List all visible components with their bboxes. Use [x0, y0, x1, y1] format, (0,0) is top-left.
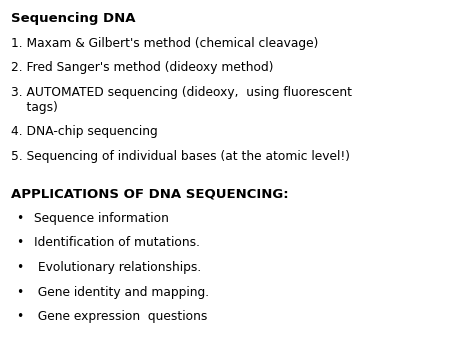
Text: 3. AUTOMATED sequencing (dideoxy,  using fluorescent
    tags): 3. AUTOMATED sequencing (dideoxy, using …: [11, 86, 352, 114]
Text: •: •: [16, 310, 23, 323]
Text: Sequencing DNA: Sequencing DNA: [11, 12, 136, 25]
Text: Sequence information: Sequence information: [34, 212, 169, 225]
Text: 2. Fred Sanger's method (dideoxy method): 2. Fred Sanger's method (dideoxy method): [11, 61, 274, 74]
Text: •: •: [16, 286, 23, 299]
Text: Identification of mutations.: Identification of mutations.: [34, 236, 200, 249]
Text: 4. DNA-chip sequencing: 4. DNA-chip sequencing: [11, 125, 158, 138]
Text: •: •: [16, 236, 23, 249]
Text: 1. Maxam & Gilbert's method (chemical cleavage): 1. Maxam & Gilbert's method (chemical cl…: [11, 37, 319, 49]
Text: Evolutionary relationships.: Evolutionary relationships.: [34, 261, 201, 274]
Text: •: •: [16, 261, 23, 274]
Text: •: •: [16, 212, 23, 225]
Text: Gene identity and mapping.: Gene identity and mapping.: [34, 286, 209, 299]
Text: Gene expression  questions: Gene expression questions: [34, 310, 207, 323]
Text: APPLICATIONS OF DNA SEQUENCING:: APPLICATIONS OF DNA SEQUENCING:: [11, 187, 289, 200]
Text: 5. Sequencing of individual bases (at the atomic level!): 5. Sequencing of individual bases (at th…: [11, 150, 350, 163]
